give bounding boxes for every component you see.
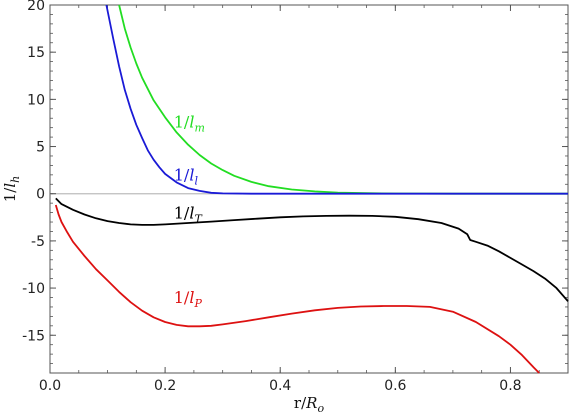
series-label-T: 1/lT	[174, 203, 204, 225]
y-axis-title: 1/lh	[1, 176, 22, 203]
series-label-P: 1/lP	[174, 288, 203, 310]
series-label-m: 1/lm	[174, 113, 205, 135]
y-tick-label: 20	[27, 0, 45, 14]
series-line-T	[55, 197, 569, 302]
y-tick-label: 15	[27, 45, 45, 61]
y-tick-label: -15	[22, 328, 45, 344]
y-tick-label: -5	[31, 234, 45, 250]
x-tick-label: 0.0	[39, 378, 61, 394]
chart-series-labels: 1/lm 1/ll 1/lT 1/lP	[174, 113, 205, 311]
x-axis-title: r/Ro	[294, 394, 325, 415]
y-tick-label: 5	[36, 140, 45, 156]
plot-frame	[49, 4, 569, 374]
series-line-l	[105, 4, 568, 195]
series-line-P	[54, 204, 540, 374]
chart-axes	[49, 4, 569, 374]
x-tick-label: 0.6	[384, 378, 406, 394]
x-tick-label: 0.4	[269, 378, 291, 394]
y-tick-label: 10	[27, 92, 45, 108]
x-tick-label: 0.2	[154, 378, 176, 394]
chart-series	[54, 4, 569, 374]
series-label-l: 1/ll	[174, 166, 199, 188]
y-tick-label: 0	[36, 187, 45, 203]
x-tick-label: 0.8	[499, 378, 521, 394]
chart-ticks: 0.0 0.2 0.4 0.6 0.8 20 15 10 5 0 -5 -10 -15	[22, 0, 569, 394]
y-tick-label: -10	[22, 281, 45, 297]
